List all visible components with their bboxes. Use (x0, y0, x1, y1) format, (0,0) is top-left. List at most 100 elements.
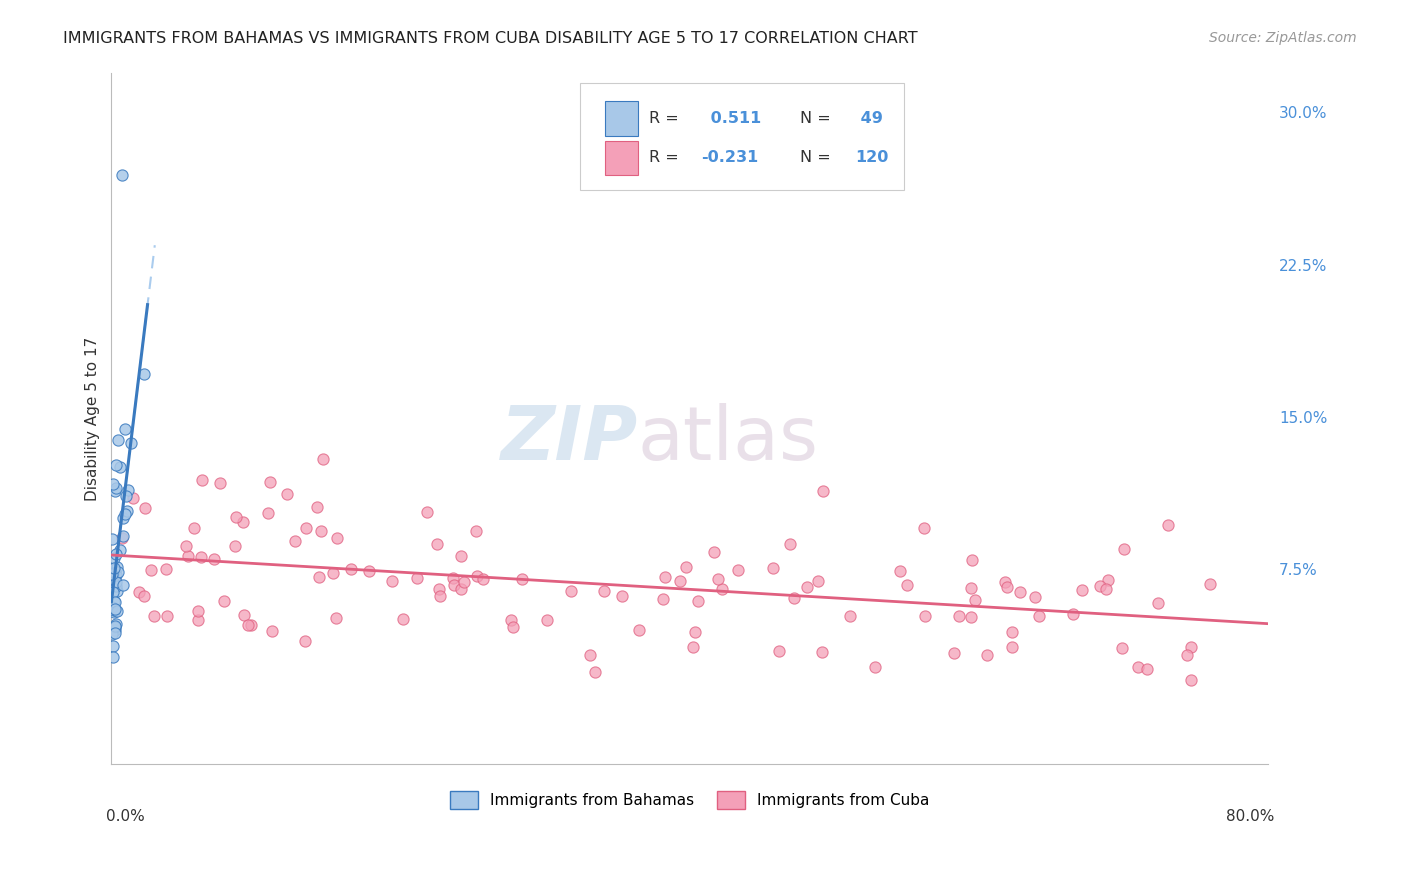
Point (104, 616, 127, 631)
Text: 0.511: 0.511 (704, 112, 761, 126)
Point (101, 575, 124, 590)
Point (1088, 579, 1111, 593)
Point (105, 604, 128, 618)
Point (450, 549, 472, 563)
Point (104, 547, 127, 561)
Point (103, 561, 125, 575)
Point (768, 643, 790, 657)
Point (110, 460, 132, 475)
Point (686, 593, 709, 607)
Point (391, 612, 413, 626)
Point (1157, 518, 1180, 533)
Point (295, 521, 318, 535)
Point (191, 473, 214, 487)
Point (111, 531, 134, 545)
Text: 30.0%: 30.0% (1279, 106, 1327, 121)
Point (308, 570, 330, 584)
Point (1180, 640, 1202, 655)
Point (100, 533, 122, 547)
Text: 0.0%: 0.0% (105, 809, 145, 823)
Point (105, 575, 128, 590)
Point (959, 581, 981, 595)
Point (128, 584, 150, 599)
Point (110, 543, 132, 558)
Text: -0.231: -0.231 (702, 151, 759, 165)
Point (1136, 662, 1159, 676)
Point (276, 487, 298, 501)
Point (510, 572, 533, 586)
Point (134, 501, 156, 516)
Point (104, 458, 127, 472)
Point (471, 572, 494, 586)
Point (685, 624, 707, 639)
Text: 15.0%: 15.0% (1279, 411, 1327, 425)
Point (1001, 640, 1024, 654)
Point (783, 591, 806, 606)
Point (103, 594, 125, 608)
Point (1199, 576, 1222, 591)
Point (453, 575, 475, 590)
Point (103, 605, 125, 619)
Point (114, 507, 136, 521)
Point (105, 584, 128, 599)
Point (502, 620, 524, 634)
Legend: Immigrants from Bahamas, Immigrants from Cuba: Immigrants from Bahamas, Immigrants from… (444, 785, 935, 815)
Point (675, 559, 697, 574)
Point (429, 589, 451, 603)
Point (311, 452, 333, 467)
Point (405, 571, 427, 585)
Point (101, 567, 124, 582)
Point (579, 648, 602, 663)
Point (711, 582, 734, 596)
Point (240, 618, 263, 632)
Point (225, 510, 247, 524)
Point (103, 477, 125, 491)
Point (117, 483, 139, 498)
Point (117, 504, 139, 518)
Point (101, 600, 124, 615)
Point (779, 537, 801, 551)
Point (103, 603, 125, 617)
Point (259, 475, 281, 490)
Point (111, 578, 134, 592)
Text: R =: R = (650, 151, 679, 165)
Point (592, 584, 614, 599)
Point (105, 560, 128, 574)
Point (260, 624, 283, 638)
Point (120, 435, 142, 450)
Point (652, 592, 675, 607)
Point (668, 574, 690, 589)
Point (104, 484, 127, 499)
Point (190, 550, 212, 565)
Point (583, 665, 606, 679)
Point (359, 565, 381, 579)
Point (1094, 582, 1116, 596)
Point (209, 476, 232, 491)
Point (340, 562, 363, 576)
Point (682, 640, 704, 655)
Point (326, 532, 349, 546)
Point (233, 607, 256, 622)
Point (104, 595, 127, 609)
Point (224, 540, 246, 554)
Text: 49: 49 (855, 112, 883, 126)
Point (134, 368, 156, 382)
Text: 22.5%: 22.5% (1279, 259, 1327, 274)
Point (104, 567, 127, 582)
Point (912, 521, 935, 535)
Point (863, 659, 886, 673)
Point (322, 566, 344, 580)
Point (381, 574, 404, 588)
Point (610, 589, 633, 603)
Point (103, 623, 125, 637)
Text: atlas: atlas (638, 402, 818, 475)
Point (156, 608, 179, 623)
Bar (606, 141, 638, 175)
Point (101, 649, 124, 664)
Point (416, 505, 439, 519)
Point (101, 600, 124, 615)
Point (706, 572, 728, 586)
Point (995, 581, 1018, 595)
Point (839, 609, 862, 624)
Point (896, 578, 918, 592)
